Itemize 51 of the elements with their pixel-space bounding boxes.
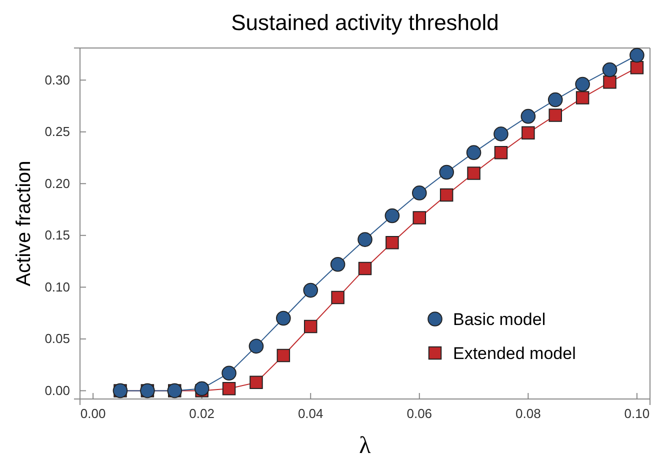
y-tick-label: 0.20 (44, 176, 70, 191)
point (384, 208, 400, 224)
y-tick-label: 0.00 (44, 382, 70, 398)
point (520, 108, 536, 124)
point (358, 262, 372, 276)
point (412, 186, 427, 200)
point (276, 348, 290, 362)
x-tick-label: 0.06 (406, 406, 432, 422)
point (494, 126, 508, 142)
point (602, 62, 618, 78)
x-tick-label: 0.00 (80, 406, 106, 422)
y-tick-label: 0.25 (44, 124, 70, 140)
point (603, 76, 616, 89)
point (358, 232, 372, 247)
x-tick-label: 0.08 (516, 406, 541, 422)
point (304, 320, 318, 334)
legend-label: Extended model (453, 344, 576, 363)
x-tick-label: 0.02 (189, 406, 214, 422)
point (412, 211, 426, 224)
point (548, 108, 562, 122)
point (331, 290, 344, 304)
point (494, 146, 508, 160)
point (440, 188, 454, 202)
y-axis-title: Active fraction (13, 160, 35, 286)
y-tick-label: 0.05 (44, 331, 70, 346)
point (548, 92, 563, 108)
point (439, 164, 454, 180)
point (630, 61, 644, 74)
point (330, 257, 346, 272)
point (467, 166, 480, 180)
point (222, 366, 236, 381)
chart-title: Sustained activity threshold (231, 10, 499, 35)
x-tick-label: 0.04 (298, 406, 324, 422)
y-tick-label: 0.30 (44, 72, 70, 88)
x-axis-title: λ (359, 433, 372, 459)
point (466, 145, 482, 160)
point (222, 382, 236, 396)
point (576, 91, 590, 104)
point (522, 126, 535, 140)
point (303, 282, 318, 298)
legend-label: Basic model (453, 310, 546, 329)
point (250, 376, 263, 390)
point (276, 310, 291, 326)
y-tick-label: 0.10 (44, 279, 70, 294)
point (630, 48, 644, 63)
point (575, 76, 590, 92)
point (248, 338, 264, 354)
y-tick-label: 0.15 (44, 228, 70, 243)
point (386, 236, 399, 250)
x-tick-label: 0.10 (624, 406, 650, 422)
point (194, 381, 210, 396)
